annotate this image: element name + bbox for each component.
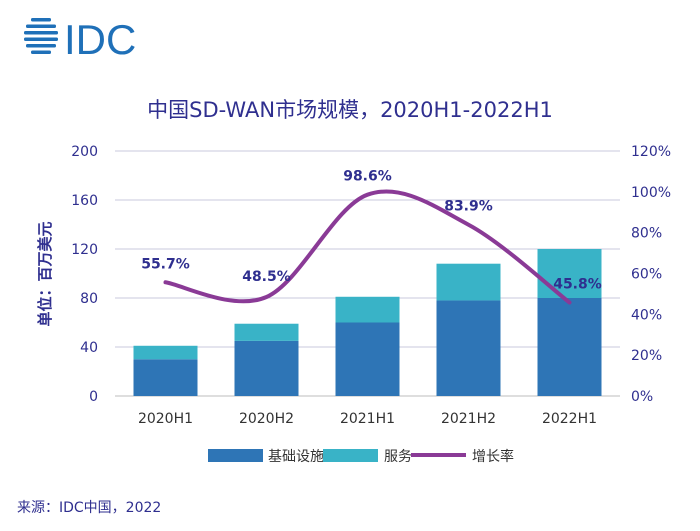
globe-logo-icon	[24, 18, 58, 54]
growth-line-series	[165, 191, 569, 302]
y-tick-label: 80	[80, 291, 98, 307]
x-tick-label: 2022H1	[542, 411, 597, 427]
growth-line	[166, 191, 570, 302]
y-tick-label: 40	[80, 340, 98, 356]
legend-label-growth: 增长率	[472, 448, 514, 465]
y-tick-label: 160	[71, 193, 98, 209]
x-tick-label: 2020H2	[239, 411, 294, 427]
y2-tick-label: 100%	[631, 185, 671, 201]
y-tick-label: 200	[71, 144, 98, 160]
bar-infrastructure	[437, 300, 501, 396]
legend-item-growth: 增长率	[411, 448, 514, 465]
legend-label-services: 服务	[384, 449, 412, 465]
y2-tick-label: 120%	[631, 144, 671, 160]
bar-services	[336, 297, 400, 323]
y-tick-label: 0	[89, 389, 98, 405]
left-axis-ticks: 0 40 80 120 160 200	[71, 144, 98, 405]
y2-tick-label: 60%	[631, 267, 662, 283]
x-axis-categories: 2020H1 2020H2 2021H1 2021H2 2022H1	[138, 411, 597, 427]
y2-tick-label: 20%	[631, 348, 662, 364]
right-axis-ticks: 0% 20% 40% 60% 80% 100% 120%	[631, 144, 671, 405]
growth-data-label: 83.9%	[444, 199, 493, 215]
logo-text: IDC	[64, 16, 136, 63]
y2-tick-label: 40%	[631, 307, 662, 323]
bar-services	[134, 346, 198, 359]
growth-data-label: 48.5%	[242, 269, 291, 285]
bar-infrastructure	[538, 298, 602, 396]
y-axis-label: 单位：百万美元	[36, 221, 54, 326]
growth-data-label: 45.8%	[553, 276, 602, 292]
bar-infrastructure	[336, 323, 400, 397]
legend-item-services: 服务	[323, 449, 412, 465]
x-tick-label: 2021H1	[340, 411, 395, 427]
legend-label-infrastructure: 基础设施	[268, 448, 324, 465]
legend: 基础设施 服务 增长率	[208, 448, 514, 465]
x-tick-label: 2021H2	[441, 411, 496, 427]
source-note: 来源：IDC中国，2022	[17, 500, 161, 516]
bar-infrastructure	[134, 359, 198, 396]
bar-services	[235, 324, 299, 341]
idc-logo: IDC	[24, 16, 136, 63]
y-tick-label: 120	[71, 242, 98, 258]
legend-swatch-infrastructure	[208, 449, 263, 462]
legend-item-infrastructure: 基础设施	[208, 448, 324, 465]
chart-title: 中国SD-WAN市场规模，2020H1-2022H1	[147, 98, 553, 122]
growth-data-label: 55.7%	[141, 256, 190, 272]
legend-swatch-services	[323, 449, 378, 462]
y2-tick-label: 0%	[631, 389, 653, 405]
bar-infrastructure	[235, 341, 299, 396]
growth-data-label: 98.6%	[343, 169, 392, 185]
y2-tick-label: 80%	[631, 226, 662, 242]
bar-services	[437, 264, 501, 301]
x-tick-label: 2020H1	[138, 411, 193, 427]
